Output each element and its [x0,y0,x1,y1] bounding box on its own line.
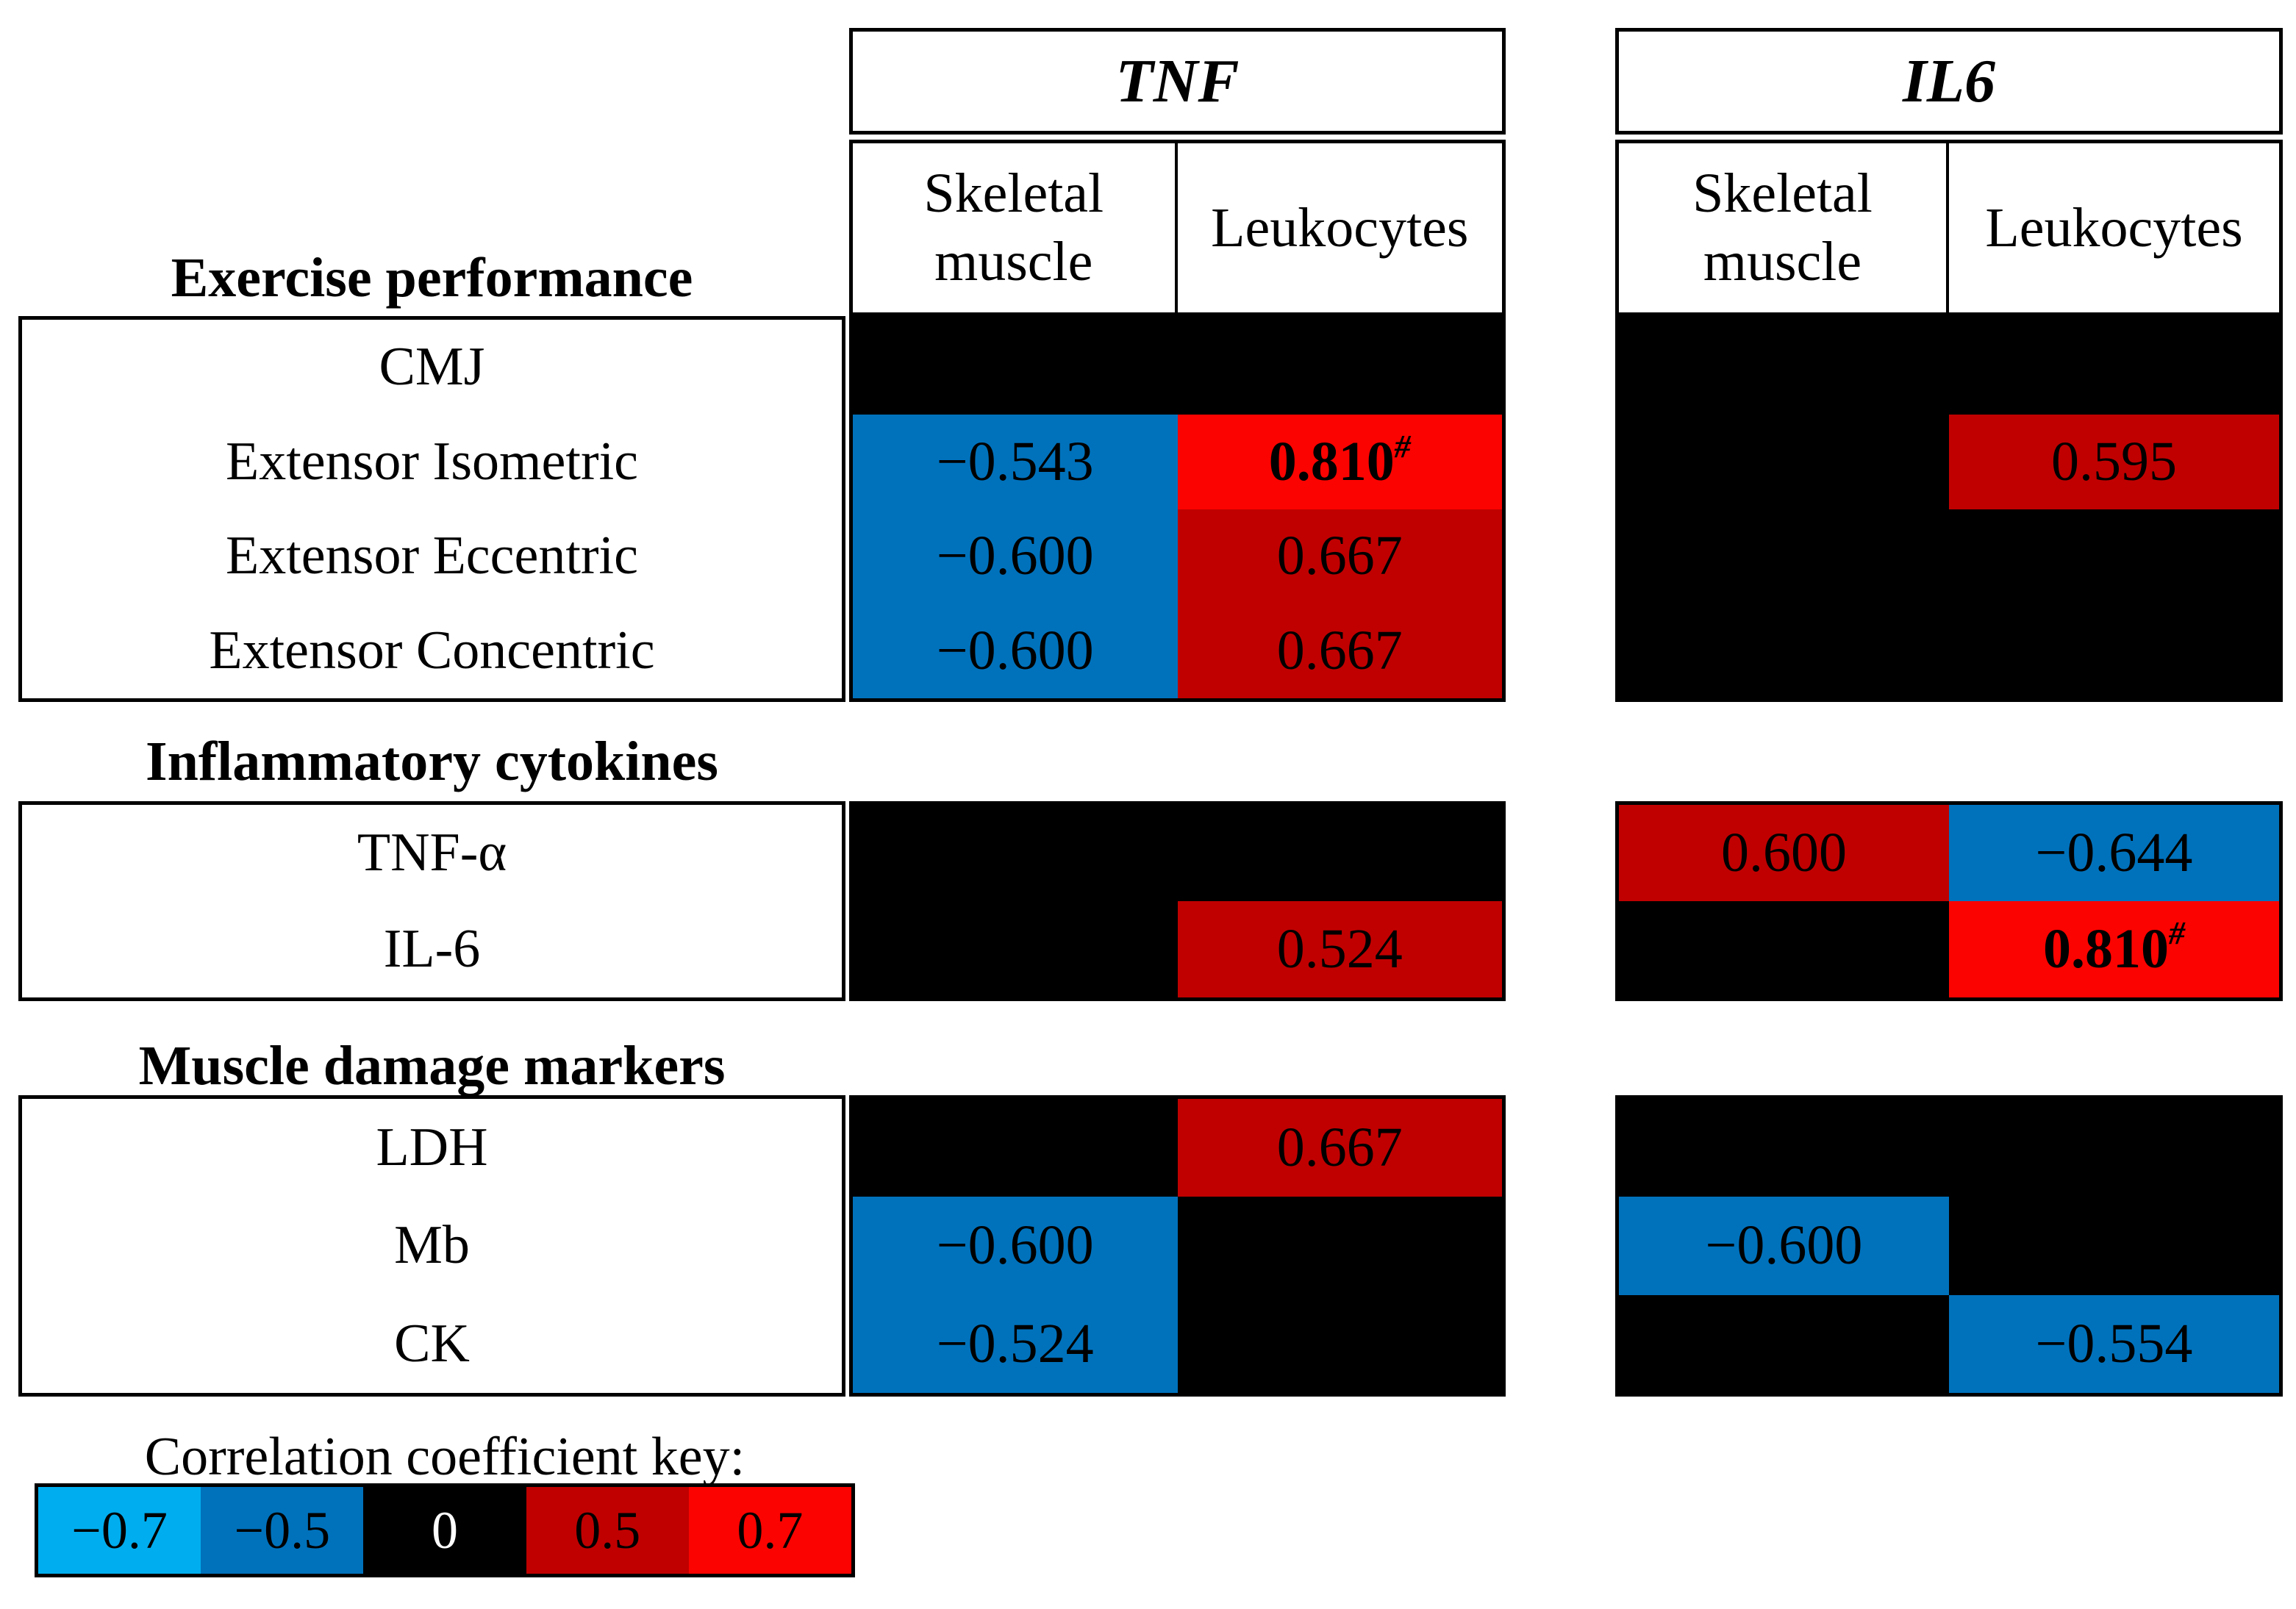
row-label-ldh: LDH [376,1117,488,1178]
heatmap-cell: −0.600 [853,509,1178,604]
heatmap-cell [1177,805,1502,901]
tnf-inflammatory-cytokines-cells: 0.524 [849,801,1506,1001]
row-label-ck: CK [394,1313,470,1374]
heatmap-cell [1619,1294,1949,1393]
tnf-gene-title: TNF [1115,47,1240,115]
legend-swatch-label: 0.7 [737,1500,804,1560]
cell-value: −0.600 [936,525,1094,587]
row-label-extensor-eccentric: Extensor Eccentric [226,526,638,587]
heatmap-cell [1949,1099,2279,1197]
il6-column-header-leukocytes: Leukocytes [1985,196,2243,259]
cell-value: −0.600 [936,620,1094,682]
heatmap-cell: 0.810 # [1949,901,2279,997]
section-label-muscle-damage-markers: Muscle damage markers [138,1034,726,1097]
heatmap-cell [1619,414,1949,509]
row-label-mb: Mb [394,1215,470,1276]
tnf-gene-header: TNF [849,28,1506,135]
legend-swatch: 0 [363,1487,526,1574]
tnf-column-headers: Skeletal muscle Leukocytes [849,140,1506,316]
inflammatory-cytokines-row-labels: TNF-α IL-6 [18,801,845,1001]
heatmap-cell [853,901,1178,997]
cell-value: −0.543 [936,430,1094,492]
muscle-damage-markers-row-labels: LDH Mb CK [18,1095,845,1397]
heatmap-cell: −0.600 [853,603,1178,698]
heatmap-cell: −0.554 [1949,1294,2279,1393]
heatmap-cell [1949,603,2279,698]
heatmap-cell: 0.667 [1177,1099,1502,1197]
cell-value: 0.600 [1721,822,1847,884]
cell-significance-marker: # [1394,428,1411,465]
cell-value: 0.667 [1276,620,1403,682]
legend-swatch: 0.7 [688,1487,851,1574]
heatmap-cell: −0.644 [1949,805,2279,901]
section-label-inflammatory-cytokines: Inflammatory cytokines [146,730,718,792]
cell-value: 0.667 [1276,525,1403,587]
legend-swatch: −0.5 [201,1487,364,1574]
legend-swatch-label: −0.5 [234,1500,331,1560]
cell-value: 0.810 [1268,430,1395,492]
cell-value: −0.600 [1705,1214,1863,1277]
tnf-column-header-leukocytes: Leukocytes [1211,196,1469,259]
il6-column-headers: Skeletal muscle Leukocytes [1615,140,2283,316]
section-label-exercise-performance: Exercise performance [171,246,693,309]
heatmap-cell: −0.524 [853,1294,1178,1393]
il6-gene-header: IL6 [1615,28,2283,135]
heatmap-cell: 0.667 [1177,509,1502,604]
heatmap-cell [1949,509,2279,604]
row-label-il-6: IL-6 [383,919,481,979]
legend-swatch-label: 0 [431,1500,458,1560]
heatmap-cell [1177,320,1502,415]
heatmap-cell: 0.595 [1949,414,2279,509]
il6-inflammatory-cytokines-cells: 0.600 −0.644 0.810 # [1615,801,2283,1001]
legend-title: Correlation coefficient key: [144,1426,745,1487]
heatmap-cell [1619,603,1949,698]
cell-value: 0.595 [2051,430,2177,492]
legend-swatch-label: −0.7 [71,1500,168,1560]
legend-swatch: −0.7 [38,1487,201,1574]
heatmap-cell: −0.600 [1619,1197,1949,1295]
legend-swatch-label: 0.5 [574,1500,641,1560]
heatmap-cell: 0.667 [1177,603,1502,698]
heatmap-cell: −0.543 [853,414,1178,509]
legend-swatch: 0.5 [526,1487,689,1574]
cell-value: 0.524 [1276,918,1403,980]
heatmap-cell [1177,1294,1502,1393]
il6-exercise-performance-cells: 0.595 [1615,316,2283,702]
il6-muscle-damage-markers-cells: −0.600 −0.554 [1615,1095,2283,1397]
tnf-exercise-performance-cells: −0.543 0.810 # −0.600 0.667 −0.600 0.667 [849,316,1506,702]
row-label-extensor-concentric: Extensor Concentric [209,620,655,681]
heatmap-cell: 0.524 [1177,901,1502,997]
heatmap-cell [853,320,1178,415]
heatmap-cell [1619,1099,1949,1197]
cell-significance-marker: # [2169,915,2185,951]
heatmap-cell: 0.600 [1619,805,1949,901]
il6-column-header-skeletal-muscle: Skeletal muscle [1619,143,1949,312]
exercise-performance-row-labels: CMJ Extensor Isometric Extensor Eccentri… [18,316,845,702]
tnf-column-header-skeletal-muscle: Skeletal muscle [853,143,1178,312]
row-label-cmj: CMJ [379,336,485,397]
row-label-tnf-alpha: TNF-α [357,823,507,883]
heatmap-cell: −0.600 [853,1197,1178,1295]
heatmap-cell [1619,509,1949,604]
correlation-legend: −0.7 −0.5 0 0.5 0.7 [35,1483,855,1577]
cell-value: −0.600 [936,1214,1094,1277]
heatmap-cell [1949,320,2279,415]
cell-value: 0.810 [2043,918,2169,980]
cell-value: −0.524 [936,1312,1094,1375]
cell-value: 0.667 [1276,1117,1403,1179]
heatmap-cell [1619,901,1949,997]
heatmap-cell [1949,1197,2279,1295]
row-label-extensor-isometric: Extensor Isometric [226,431,638,492]
heatmap-cell: 0.810 # [1177,414,1502,509]
heatmap-cell [1619,320,1949,415]
cell-value: −0.644 [2035,822,2193,884]
heatmap-cell [1177,1197,1502,1295]
cell-value: −0.554 [2035,1312,2193,1375]
il6-gene-title: IL6 [1903,47,1995,115]
tnf-muscle-damage-markers-cells: 0.667 −0.600 −0.524 [849,1095,1506,1397]
heatmap-cell [853,805,1178,901]
heatmap-cell [853,1099,1178,1197]
